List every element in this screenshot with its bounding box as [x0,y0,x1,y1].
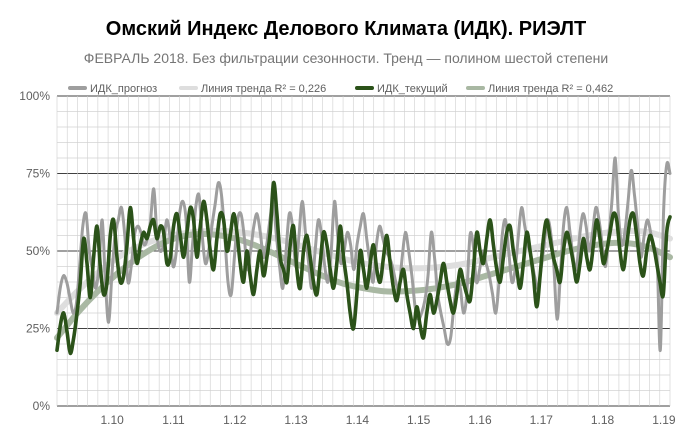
x-tick-label: 1.12 [223,413,247,427]
y-tick-label: 0% [33,399,51,413]
y-tick-label: 100% [19,89,50,103]
x-tick-label: 1.13 [284,413,308,427]
series-line-3 [55,180,672,356]
x-tick-label: 1.18 [591,413,615,427]
series-layer [54,156,673,356]
legend-label: ИДК_прогноз [90,83,157,95]
x-tick-label: 1.19 [652,413,676,427]
x-tick-label: 1.11 [162,413,185,427]
legend-label: Линия тренда R² = 0,462 [488,83,613,95]
x-tick-label: 1.15 [407,413,431,427]
y-tick-label: 75% [26,167,50,181]
x-tick-label: 1.17 [530,413,554,427]
chart-subtitle: ФЕВРАЛЬ 2018. Без фильтрации сезонности.… [84,50,608,66]
legend-label: ИДК_текущий [377,83,448,95]
x-tick-label: 1.16 [468,413,492,427]
axes: 0% 25% 50% 75% 100% 1.10 1.11 1.12 1.13 1.14 1.15 1… [19,89,676,427]
x-tick-label: 1.14 [346,413,370,427]
chart-title: Омский Индекс Делового Климата (ИДК). РИ… [106,18,586,40]
legend-label: Линия тренда R² = 0,226 [201,83,326,95]
series-line-1 [55,156,672,352]
legend: ИДК_прогноз Линия тренда R² = 0,226 ИДК_те… [68,83,613,95]
y-tick-label: 25% [26,322,50,336]
y-tick-label: 50% [26,244,50,258]
x-tick-label: 1.10 [100,413,124,427]
